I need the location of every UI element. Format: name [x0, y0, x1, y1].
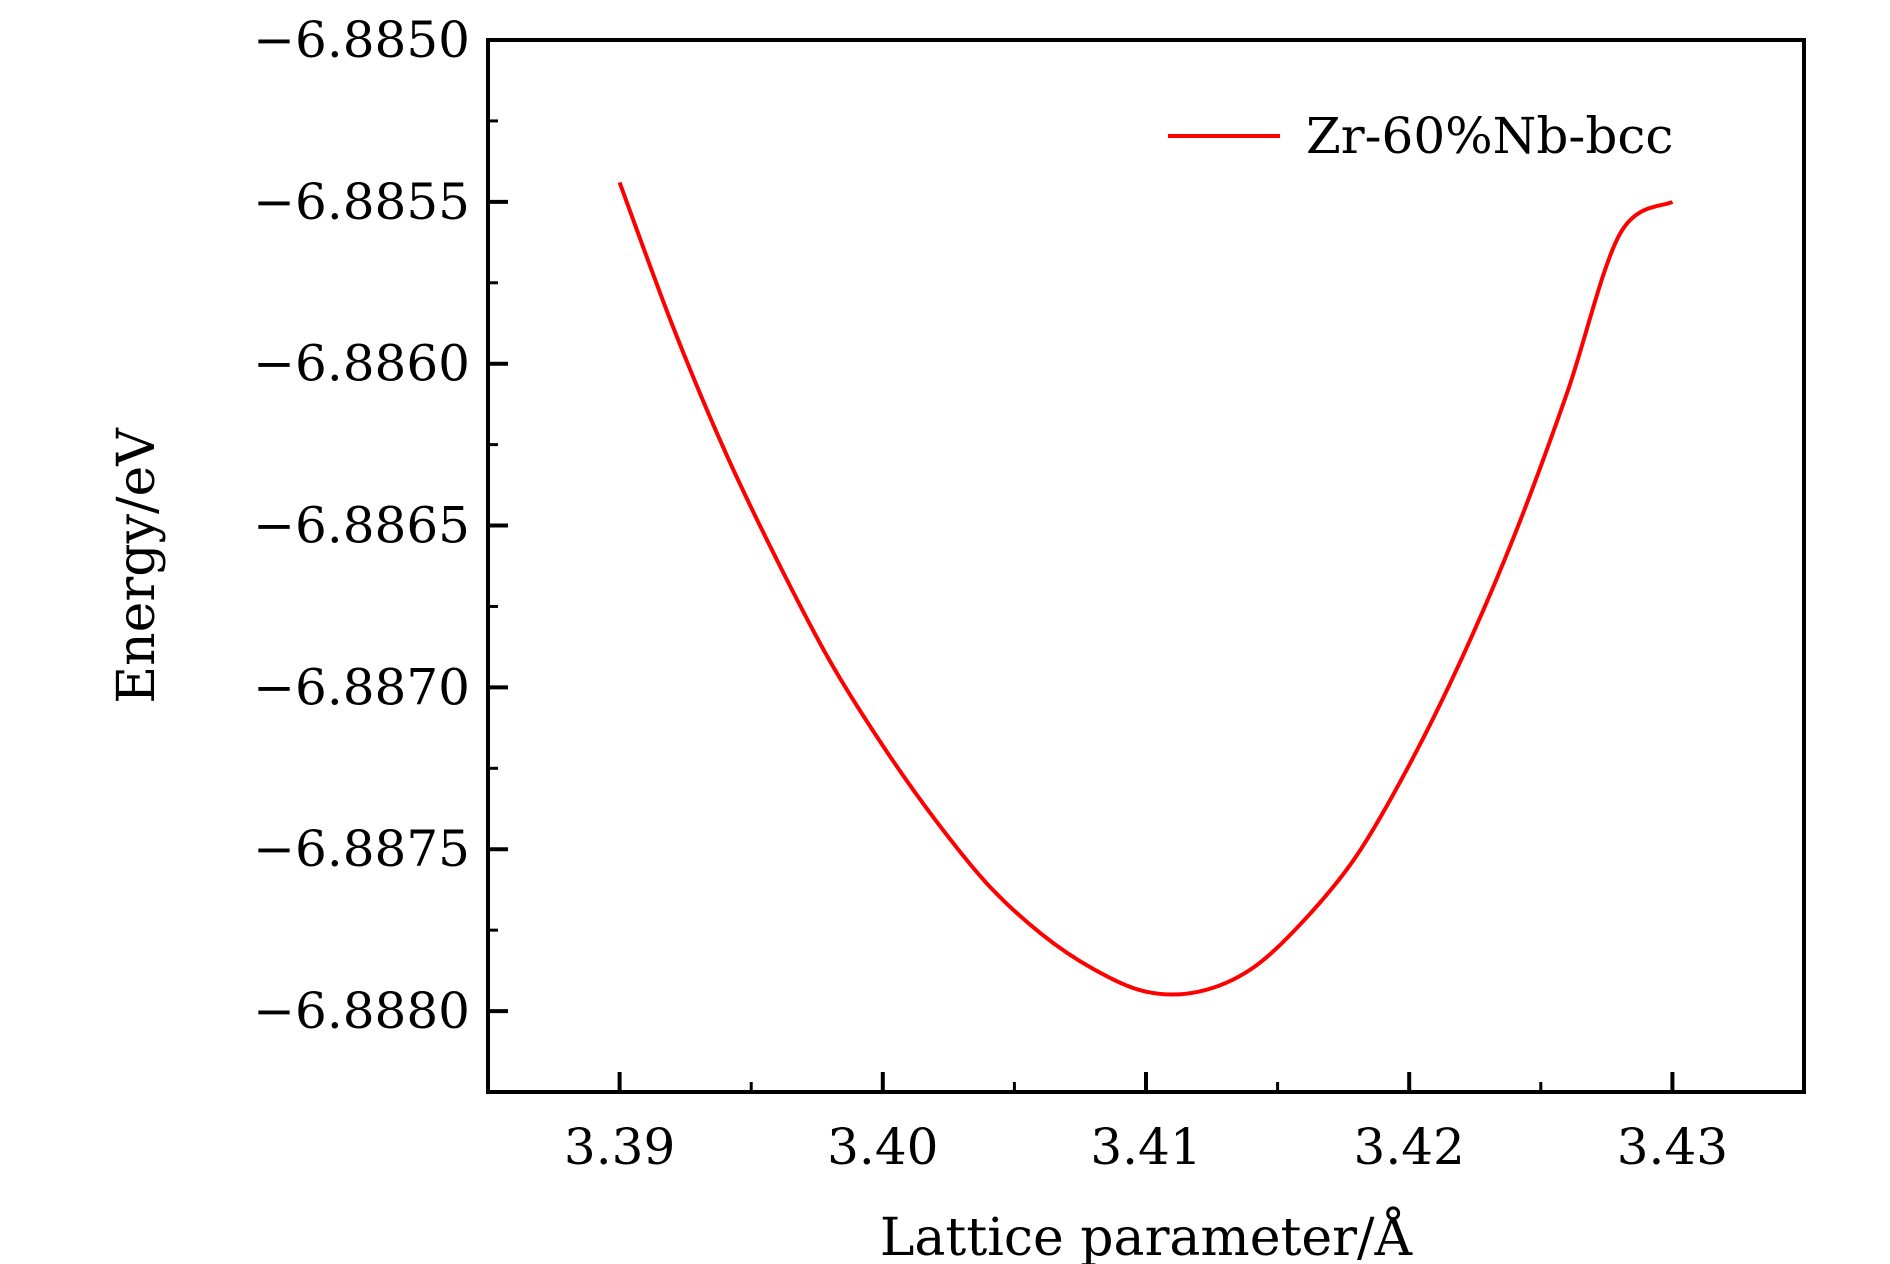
- x-tick-label: 3.39: [564, 1118, 675, 1176]
- legend-label: Zr-60%Nb-bcc: [1306, 107, 1673, 165]
- plot-frame: [486, 38, 1806, 1094]
- x-axis-ticks: 3.39 3.40 3.41 3.42 3.43: [564, 1072, 1728, 1176]
- x-tick-label: 3.40: [827, 1118, 938, 1176]
- y-tick-label: −6.8870: [253, 658, 470, 716]
- y-axis-ticks: −6.8850 −6.8855 −6.8860 −6.8865 −6.8870 −6.88…: [253, 11, 508, 1040]
- x-tick-label: 3.41: [1090, 1118, 1201, 1176]
- y-tick-label: −6.8860: [253, 335, 470, 393]
- y-tick-label: −6.8855: [253, 173, 470, 231]
- series-line-0: [617, 181, 1674, 997]
- y-axis-label: Energy/eV: [107, 427, 167, 704]
- series-layer: [617, 181, 1674, 997]
- x-axis-label: Lattice parameter/Å: [880, 1206, 1414, 1264]
- y-tick-label: −6.8875: [253, 820, 470, 878]
- x-tick-label: 3.42: [1354, 1118, 1465, 1176]
- y-tick-label: −6.8880: [253, 982, 470, 1040]
- y-tick-label: −6.8865: [253, 497, 470, 555]
- x-tick-label: 3.43: [1617, 1118, 1728, 1176]
- y-tick-label: −6.8850: [253, 11, 470, 69]
- legend: Zr-60%Nb-bcc: [1168, 107, 1673, 165]
